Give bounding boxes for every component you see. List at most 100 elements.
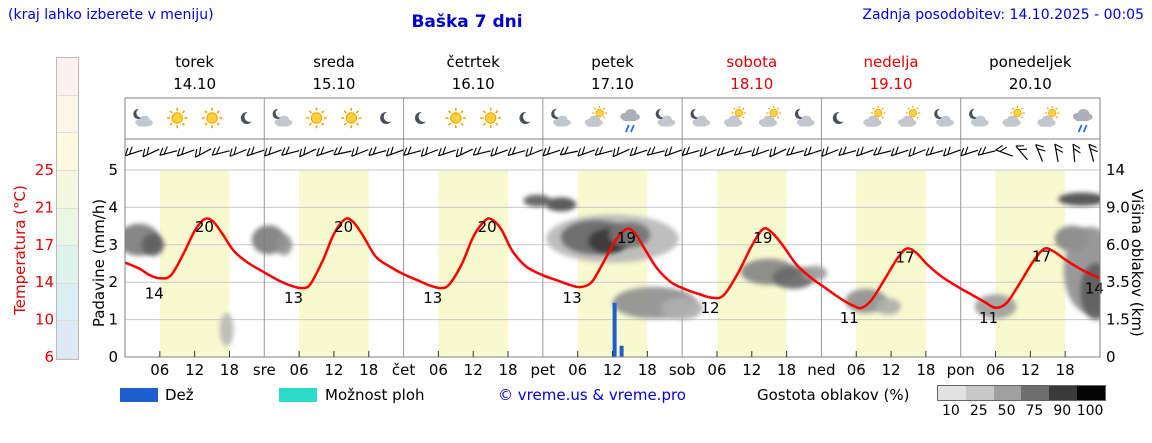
daylight-bands bbox=[159, 170, 1066, 357]
moon-icon bbox=[240, 111, 255, 124]
cloud-icon bbox=[1037, 115, 1056, 127]
svg-text:13: 13 bbox=[284, 289, 303, 307]
temp-scale-segment bbox=[57, 95, 78, 134]
cloud-icon bbox=[274, 115, 293, 127]
svg-text:12: 12 bbox=[742, 361, 761, 379]
svg-text:0: 0 bbox=[1106, 348, 1116, 366]
cloud-icon bbox=[1072, 109, 1093, 122]
svg-text:20: 20 bbox=[195, 218, 214, 236]
day-name: nedelja bbox=[863, 53, 919, 71]
svg-text:06: 06 bbox=[150, 361, 169, 379]
day-date: 18.10 bbox=[730, 75, 774, 93]
svg-text:12: 12 bbox=[185, 361, 204, 379]
cloud-icon bbox=[758, 115, 778, 127]
temp-scale-segment bbox=[57, 246, 78, 284]
sun-icon bbox=[341, 107, 362, 129]
svg-text:10: 10 bbox=[35, 311, 54, 329]
svg-text:11: 11 bbox=[840, 309, 859, 327]
svg-text:14: 14 bbox=[1085, 279, 1104, 297]
svg-text:20: 20 bbox=[478, 218, 497, 236]
svg-text:20: 20 bbox=[334, 218, 353, 236]
svg-text:11: 11 bbox=[979, 309, 998, 327]
density-tick-label: 90 bbox=[1053, 403, 1072, 419]
rain-bars bbox=[612, 302, 624, 357]
moon-icon bbox=[380, 111, 395, 124]
cloud-icon bbox=[898, 115, 917, 127]
day-date: 19.10 bbox=[869, 75, 913, 93]
svg-text:14: 14 bbox=[35, 273, 54, 291]
cloud-density-gradient bbox=[937, 385, 1106, 401]
svg-text:06: 06 bbox=[429, 361, 448, 379]
svg-text:0: 0 bbox=[108, 348, 118, 366]
sun-icon bbox=[592, 105, 607, 121]
density-gradient-step bbox=[965, 386, 994, 400]
menu-hint: (kraj lahko izberete v meniju) bbox=[8, 7, 214, 23]
density-gradient-step bbox=[1021, 386, 1050, 400]
copyright-link[interactable]: © vreme.us & vreme.pro bbox=[498, 386, 686, 404]
moon-icon bbox=[519, 111, 534, 124]
svg-text:17: 17 bbox=[1032, 248, 1051, 266]
svg-text:06: 06 bbox=[290, 361, 309, 379]
svg-text:18: 18 bbox=[638, 361, 657, 379]
day-date: 16.10 bbox=[451, 75, 495, 93]
svg-text:4: 4 bbox=[108, 198, 118, 216]
cloud-icon bbox=[584, 115, 603, 127]
svg-text:sob: sob bbox=[669, 361, 696, 379]
sun-icon bbox=[870, 105, 886, 121]
sun-icon bbox=[766, 105, 782, 121]
density-gradient-step bbox=[1077, 386, 1105, 400]
day-name: ponedeljek bbox=[989, 53, 1072, 71]
svg-text:06: 06 bbox=[847, 361, 866, 379]
density-tick-label: 50 bbox=[997, 403, 1016, 419]
weather-icons bbox=[133, 105, 1093, 133]
svg-text:18: 18 bbox=[916, 361, 935, 379]
svg-text:17: 17 bbox=[895, 249, 914, 267]
moon-icon bbox=[969, 108, 981, 120]
cloud-icon bbox=[1002, 115, 1021, 127]
density-tick-label: 100 bbox=[1076, 403, 1104, 419]
svg-text:14: 14 bbox=[1106, 161, 1125, 179]
moon-icon bbox=[655, 108, 668, 120]
svg-text:2: 2 bbox=[108, 273, 118, 291]
temp-scale-segment bbox=[57, 58, 78, 96]
day-name: sobota bbox=[726, 53, 778, 71]
svg-text:06: 06 bbox=[568, 361, 587, 379]
page-title: Baška 7 dni bbox=[411, 12, 523, 32]
moon-icon bbox=[551, 108, 564, 120]
sun-icon bbox=[306, 107, 327, 129]
temperature-color-scale bbox=[56, 57, 79, 360]
svg-text:3: 3 bbox=[108, 236, 118, 254]
temp-scale-segment bbox=[57, 170, 78, 209]
cloud-icon bbox=[553, 115, 571, 127]
svg-text:13: 13 bbox=[563, 289, 582, 307]
density-tick-label: 75 bbox=[1025, 403, 1044, 419]
moon-icon bbox=[133, 108, 146, 120]
day-name: petek bbox=[591, 53, 634, 71]
day-date: 14.10 bbox=[173, 75, 217, 93]
cloud-icon bbox=[620, 109, 640, 122]
svg-text:čet: čet bbox=[392, 361, 415, 379]
cloud-icon bbox=[970, 115, 989, 127]
svg-text:18: 18 bbox=[498, 361, 517, 379]
cloud-icon bbox=[723, 115, 743, 127]
svg-text:6: 6 bbox=[44, 348, 54, 366]
density-gradient-step bbox=[938, 386, 966, 400]
sun-icon bbox=[480, 107, 501, 129]
showers-legend-label: Možnost ploh bbox=[325, 386, 425, 404]
svg-text:18: 18 bbox=[777, 361, 796, 379]
sun-icon bbox=[905, 105, 921, 121]
cloud-icon bbox=[692, 115, 711, 127]
svg-text:12: 12 bbox=[464, 361, 483, 379]
svg-text:12: 12 bbox=[882, 361, 901, 379]
temperature-value-labels: 14 20 13 20 13 20 13 19 12 19 11 17 11 17 14 bbox=[145, 218, 1104, 327]
density-gradient-step bbox=[993, 386, 1022, 400]
wind-barbs bbox=[124, 143, 1098, 163]
svg-text:19: 19 bbox=[617, 229, 636, 247]
temperature-curve bbox=[125, 217, 1100, 310]
temp-scale-segment bbox=[57, 283, 78, 322]
rain-drops-icon bbox=[1077, 124, 1088, 133]
svg-text:1: 1 bbox=[108, 311, 118, 329]
